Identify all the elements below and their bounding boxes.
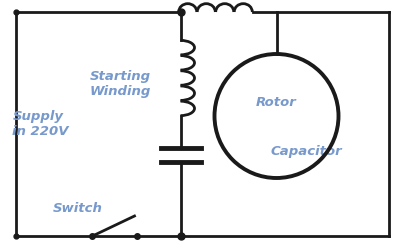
Text: Switch: Switch [53,201,102,215]
Text: Capacitor: Capacitor [271,146,342,158]
Text: Supply
in 220V: Supply in 220V [12,110,69,138]
Text: Starting
Winding: Starting Winding [90,70,151,98]
Text: Rotor: Rotor [256,95,297,109]
